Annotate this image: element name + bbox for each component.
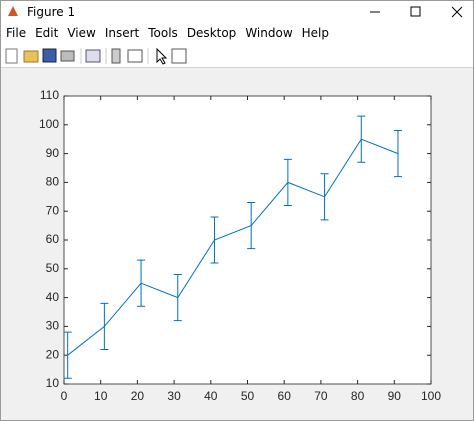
error-bar xyxy=(357,115,366,163)
error-bar xyxy=(210,216,219,264)
close-button[interactable] xyxy=(451,6,463,18)
x-tick-label: 100 xyxy=(421,389,441,403)
menu-item[interactable]: View xyxy=(67,26,96,40)
data-line xyxy=(67,138,399,356)
link-icon[interactable] xyxy=(85,49,101,63)
error-bar xyxy=(63,331,72,379)
y-tick-label: 20 xyxy=(46,347,60,361)
error-bar xyxy=(247,202,256,250)
menu-item[interactable]: File xyxy=(6,26,27,40)
y-tick-label: 40 xyxy=(46,290,60,304)
x-tick-label: 70 xyxy=(314,389,328,403)
maximize-button[interactable] xyxy=(410,6,421,17)
error-bar xyxy=(173,274,182,322)
property-icon[interactable] xyxy=(171,48,187,64)
open-icon[interactable] xyxy=(23,50,39,63)
menu-item[interactable]: Desktop xyxy=(186,26,237,40)
axes-background xyxy=(63,95,432,385)
error-bar xyxy=(283,158,292,206)
y-tick-label: 50 xyxy=(46,261,60,275)
x-tick-label: 30 xyxy=(167,389,181,403)
pointer-icon[interactable] xyxy=(156,47,168,65)
menu-item[interactable]: Insert xyxy=(104,26,140,40)
window-title: Figure 1 xyxy=(27,5,76,19)
menu-item[interactable]: Help xyxy=(301,26,329,40)
x-tick-label: 90 xyxy=(388,389,402,403)
menu-item[interactable]: Window xyxy=(245,26,293,40)
toolbar-icons xyxy=(5,47,187,65)
menu-item[interactable]: Edit xyxy=(35,26,59,40)
app-icon xyxy=(8,6,18,16)
title-bar: Figure 1 xyxy=(1,1,473,23)
x-tick-label: 0 xyxy=(61,389,68,403)
x-tick-label: 20 xyxy=(131,389,145,403)
y-tick-label: 30 xyxy=(46,319,60,333)
y-tick-label: 10 xyxy=(46,376,60,390)
y-tick-label: 110 xyxy=(40,88,59,102)
y-tick-label: 100 xyxy=(39,117,59,131)
x-tick-label: 80 xyxy=(351,389,365,403)
toolbar xyxy=(1,45,473,68)
error-bar xyxy=(137,259,146,307)
menu-bar: File Edit View Insert Tools Desktop Window Help xyxy=(1,26,333,44)
error-bar xyxy=(100,302,109,350)
y-tick-label: 90 xyxy=(46,146,60,160)
legend-icon[interactable] xyxy=(127,49,143,63)
save-icon[interactable] xyxy=(42,48,57,63)
x-tick-label: 10 xyxy=(94,389,108,403)
y-tick-label: 60 xyxy=(46,232,60,246)
x-tick-label: 50 xyxy=(241,389,255,403)
x-tick-label: 40 xyxy=(204,389,218,403)
error-bar xyxy=(320,173,329,221)
print-icon[interactable] xyxy=(60,50,75,62)
colorbar-icon[interactable] xyxy=(111,48,121,64)
menu-item[interactable]: Tools xyxy=(148,26,178,40)
title-bar-icons xyxy=(8,6,463,18)
x-tick-label: 60 xyxy=(278,389,292,403)
error-bar xyxy=(393,130,402,178)
new-icon[interactable] xyxy=(5,48,18,64)
y-tick-label: 80 xyxy=(46,175,60,189)
y-tick-label: 70 xyxy=(46,203,60,217)
figure-area: 10 20 30 40 50 60 70 80 90 100 110 0 10 20 30 40 50 60 70 8… xyxy=(1,68,473,420)
